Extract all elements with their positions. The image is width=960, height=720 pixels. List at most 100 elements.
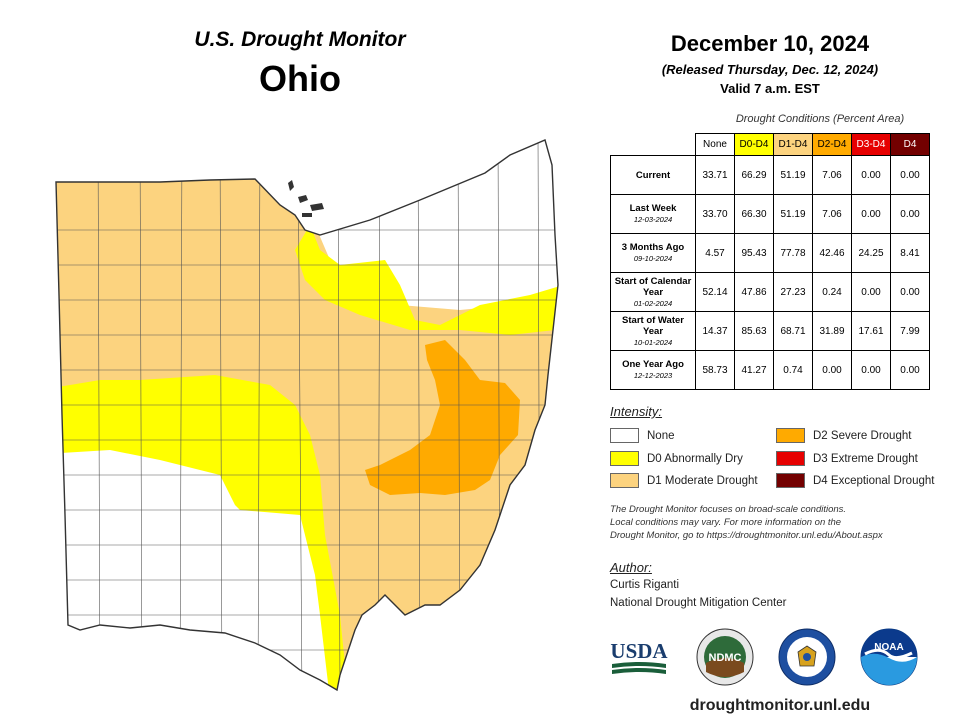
table-cell: 0.00: [890, 155, 930, 195]
legend-item-d1: D1 Moderate Drought: [610, 473, 758, 488]
column-header: D1-D4: [773, 133, 813, 156]
legend-item-d3: D3 Extreme Drought: [776, 451, 918, 466]
legend-label: None: [647, 429, 675, 442]
ndmc-logo[interactable]: NDMC: [696, 628, 754, 686]
table-caption: Drought Conditions (Percent Area): [735, 113, 905, 125]
table-cell: 0.24: [812, 272, 852, 312]
note-line: Local conditions may vary. For more info…: [610, 517, 842, 528]
table-row: 3 Months Ago 09-10-2024 4.57 95.43 77.78 42.4…: [610, 233, 930, 273]
table-row: One Year Ago 12-12-2023 58.73 41.27 0.74 0.00…: [610, 350, 930, 390]
author-org: National Drought Mitigation Center: [610, 597, 787, 609]
table-cell: 0.00: [851, 194, 891, 234]
noaa-logo[interactable]: NOAA: [860, 628, 918, 686]
row-label-date: 01-02-2024: [633, 298, 673, 308]
legend-swatch: [610, 428, 639, 443]
map-date: December 10, 2024: [670, 31, 870, 56]
legend-swatch: [610, 451, 639, 466]
table-cell: 95.43: [734, 233, 774, 273]
table-cell: 27.23: [773, 272, 813, 312]
noaa-logo-text: NOAA: [874, 642, 903, 653]
table-cell: 0.00: [851, 350, 891, 390]
table-cell: 7.06: [812, 155, 852, 195]
table-cell: 66.29: [734, 155, 774, 195]
row-label: Current: [610, 155, 696, 195]
usda-logo[interactable]: USDA: [610, 636, 668, 680]
table-cell: 51.19: [773, 194, 813, 234]
legend-item-none: None: [610, 428, 675, 443]
release-date: (Released Thursday, Dec. 12, 2024): [661, 62, 879, 77]
table-row: Start of Calendar Year 01-02-2024 52.14 47.…: [610, 272, 930, 312]
table-row: Current 33.71 66.29 51.19 7.06 0.00 0.00: [610, 155, 930, 195]
note-line: Drought Monitor, go to https://droughtmo…: [610, 530, 883, 541]
legend-label: D2 Severe Drought: [813, 429, 912, 442]
table-cell: 66.30: [734, 194, 774, 234]
row-label-text: Start of Water Year: [622, 314, 684, 337]
table-cell: 0.74: [773, 350, 813, 390]
table-cell: 42.46: [812, 233, 852, 273]
row-label: Start of Water Year 10-01-2024: [610, 311, 696, 351]
monitor-note: The Drought Monitor focuses on broad-sca…: [610, 503, 950, 542]
table-cell: 52.14: [695, 272, 735, 312]
row-label-text: 3 Months Ago: [621, 242, 685, 253]
row-label-date: 10-01-2024: [633, 337, 673, 347]
legend-item-d2: D2 Severe Drought: [776, 428, 911, 443]
table-cell: 0.00: [890, 350, 930, 390]
d1-area: [56, 140, 558, 690]
ohio-drought-map: [40, 135, 570, 700]
column-header: D4: [890, 133, 930, 156]
state-title: Ohio: [259, 58, 341, 99]
table-cell: 51.19: [773, 155, 813, 195]
usdm-title: U.S. Drought Monitor: [194, 28, 406, 51]
row-label-date: 09-10-2024: [633, 254, 673, 263]
table-cell: 0.00: [890, 194, 930, 234]
row-label-text: Start of Calendar Year: [614, 275, 692, 298]
column-header: D2-D4: [812, 133, 852, 156]
lake-erie-islands: [288, 180, 324, 217]
legend-swatch: [776, 451, 805, 466]
table-row: Start of Water Year 10-01-2024 14.37 85.63 6…: [610, 311, 930, 351]
table-cell: 14.37: [695, 311, 735, 351]
table-cell: 8.41: [890, 233, 930, 273]
legend-title: Intensity:: [610, 404, 663, 419]
row-label: Start of Calendar Year 01-02-2024: [610, 272, 696, 312]
drought-areas: [56, 140, 558, 690]
table-cell: 58.73: [695, 350, 735, 390]
drought-conditions-table: None D0-D4 D1-D4 D2-D4 D3-D4 D4 Current 3…: [610, 133, 930, 390]
table-cell: 4.57: [695, 233, 735, 273]
footer-url[interactable]: droughtmonitor.unl.edu: [689, 697, 871, 714]
table-cell: 31.89: [812, 311, 852, 351]
dept-commerce-seal[interactable]: [778, 628, 836, 686]
table-cell: 0.00: [851, 155, 891, 195]
table-cell: 41.27: [734, 350, 774, 390]
legend-label: D1 Moderate Drought: [647, 474, 758, 487]
d0-north-area: [295, 225, 558, 335]
table-cell: 77.78: [773, 233, 813, 273]
table-cell: 33.71: [695, 155, 735, 195]
row-label-date: 12-03-2024: [633, 215, 673, 224]
table-cell: 24.25: [851, 233, 891, 273]
table-row: Last Week 12-03-2024 33.70 66.30 51.19 7.06 0.…: [610, 194, 930, 234]
author-name: Curtis Riganti: [610, 579, 680, 591]
legend-label: D3 Extreme Drought: [813, 452, 918, 465]
legend-item-d4: D4 Exceptional Drought: [776, 473, 934, 488]
table-cell: 7.06: [812, 194, 852, 234]
column-header: D0-D4: [734, 133, 774, 156]
table-cell: 7.99: [890, 311, 930, 351]
row-label: 3 Months Ago 09-10-2024: [610, 233, 696, 273]
table-cell: 17.61: [851, 311, 891, 351]
column-header: None: [695, 133, 735, 156]
ndmc-logo-text: NDMC: [709, 652, 742, 664]
table-cell: 33.70: [695, 194, 735, 234]
row-label-text: Last Week: [629, 203, 677, 214]
column-header: D3-D4: [851, 133, 891, 156]
table-cell: 47.86: [734, 272, 774, 312]
row-label-date: 12-12-2023: [633, 371, 673, 380]
legend-swatch: [776, 428, 805, 443]
usda-logo-text: USDA: [610, 639, 668, 663]
table-cell: 0.00: [890, 272, 930, 312]
d0-west-area: [56, 375, 355, 690]
table-cell: 68.71: [773, 311, 813, 351]
legend-item-d0: D0 Abnormally Dry: [610, 451, 743, 466]
d2-area: [365, 340, 520, 495]
legend-swatch: [610, 473, 639, 488]
